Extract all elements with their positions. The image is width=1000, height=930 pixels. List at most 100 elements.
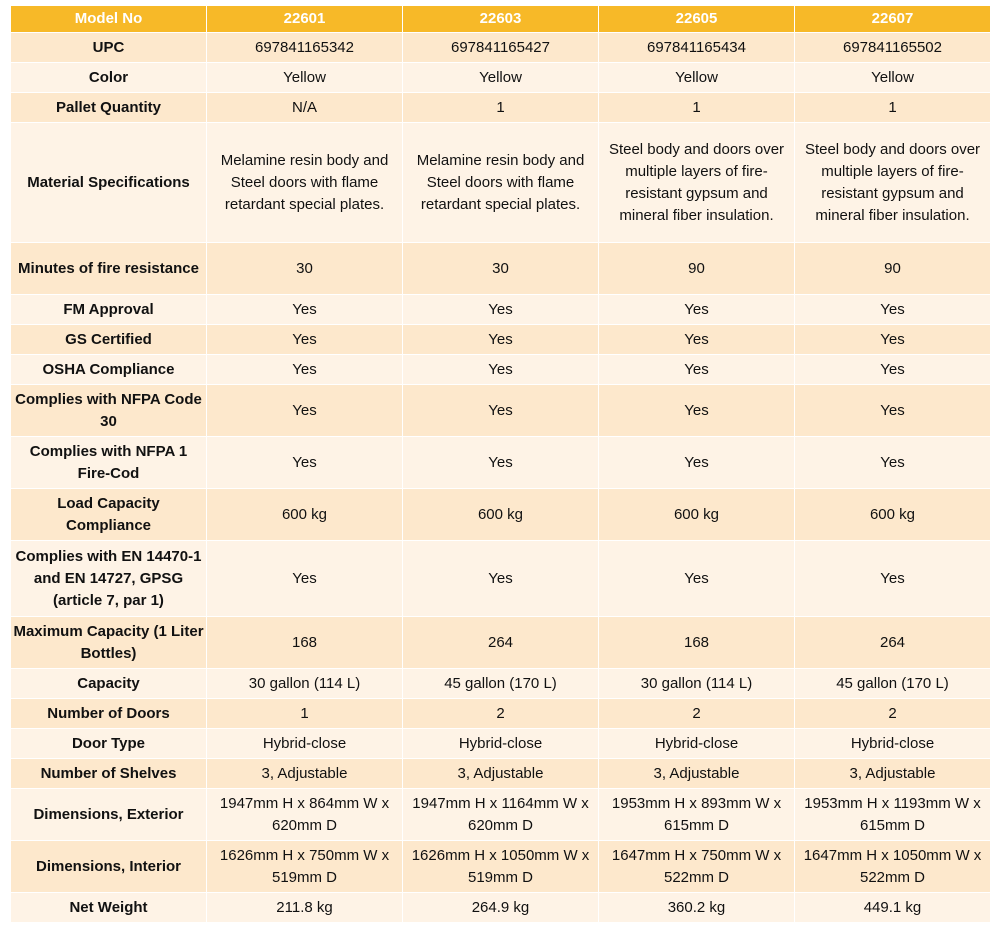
table-cell: 1647mm H x 1050mm W x 522mm D	[794, 840, 991, 893]
table-cell: 2	[598, 698, 795, 729]
header-model-22607: 22607	[794, 5, 991, 33]
table-cell: 3, Adjustable	[794, 758, 991, 789]
table-cell: Hybrid-close	[794, 728, 991, 759]
header-model-22601: 22601	[206, 5, 403, 33]
table-cell: 264.9 kg	[402, 892, 599, 923]
table-cell: 1947mm H x 864mm W x 620mm D	[206, 788, 403, 841]
row-label-number-of-doors: Number of Doors	[10, 698, 207, 729]
table-cell: Hybrid-close	[598, 728, 795, 759]
table-cell: 600 kg	[206, 488, 403, 541]
table-cell: Melamine resin body and Steel doors with…	[206, 122, 403, 243]
table-cell: Hybrid-close	[206, 728, 403, 759]
table-cell: 697841165427	[402, 32, 599, 63]
table-cell: Yes	[402, 540, 599, 617]
table-cell: 3, Adjustable	[206, 758, 403, 789]
table-cell: 600 kg	[794, 488, 991, 541]
table-cell: 1	[402, 92, 599, 123]
row-label-nfpa-code-30: Complies with NFPA Code 30	[10, 384, 207, 437]
table-cell: 449.1 kg	[794, 892, 991, 923]
table-cell: 3, Adjustable	[598, 758, 795, 789]
table-cell: 1626mm H x 750mm W x 519mm D	[206, 840, 403, 893]
header-model-22603: 22603	[402, 5, 599, 33]
table-cell: 168	[206, 616, 403, 669]
row-label-pallet-quantity: Pallet Quantity	[10, 92, 207, 123]
table-cell: Yes	[598, 436, 795, 489]
table-cell: Yes	[402, 294, 599, 325]
table-cell: Yes	[794, 294, 991, 325]
table-cell: 1947mm H x 1164mm W x 620mm D	[402, 788, 599, 841]
table-cell: 264	[402, 616, 599, 669]
table-cell: Yes	[794, 354, 991, 385]
table-cell: 697841165342	[206, 32, 403, 63]
table-cell: 211.8 kg	[206, 892, 403, 923]
row-label-load-capacity: Load Capacity Compliance	[10, 488, 207, 541]
header-model-22605: 22605	[598, 5, 795, 33]
table-cell: Yes	[794, 384, 991, 437]
row-label-en-14470: Complies with EN 14470-1 and EN 14727, G…	[10, 540, 207, 617]
table-header-row: Model No 22601 22603 22605 22607	[10, 5, 991, 33]
table-cell: Yes	[598, 384, 795, 437]
row-label-gs-certified: GS Certified	[10, 324, 207, 355]
row-label-color: Color	[10, 62, 207, 93]
table-cell: 90	[598, 242, 795, 295]
table-cell: Yes	[598, 354, 795, 385]
table-cell: Yes	[206, 294, 403, 325]
table-cell: Melamine resin body and Steel doors with…	[402, 122, 599, 243]
table-cell: Yes	[598, 540, 795, 617]
row-label-net-weight: Net Weight	[10, 892, 207, 923]
table-cell: Yellow	[794, 62, 991, 93]
table-cell: Yes	[206, 384, 403, 437]
table-cell: Yes	[402, 324, 599, 355]
table-cell: Hybrid-close	[402, 728, 599, 759]
table-cell: Yellow	[598, 62, 795, 93]
table-cell: 1	[206, 698, 403, 729]
table-cell: 2	[402, 698, 599, 729]
table-body: UPC 697841165342 697841165427 6978411654…	[10, 32, 991, 923]
row-label-capacity: Capacity	[10, 668, 207, 699]
table-cell: Yes	[794, 540, 991, 617]
table-cell: Yes	[206, 436, 403, 489]
table-cell: Steel body and doors over multiple layer…	[598, 122, 795, 243]
table-cell: 30 gallon (114 L)	[598, 668, 795, 699]
table-cell: Yes	[794, 436, 991, 489]
row-label-upc: UPC	[10, 32, 207, 63]
table-cell: Yes	[598, 294, 795, 325]
row-label-door-type: Door Type	[10, 728, 207, 759]
table-cell: 30	[206, 242, 403, 295]
table-cell: 1953mm H x 1193mm W x 615mm D	[794, 788, 991, 841]
table-cell: Yes	[598, 324, 795, 355]
table-cell: 360.2 kg	[598, 892, 795, 923]
row-label-dimensions-interior: Dimensions, Interior	[10, 840, 207, 893]
row-label-nfpa-1-fire-code: Complies with NFPA 1 Fire-Cod	[10, 436, 207, 489]
table-cell: 1647mm H x 750mm W x 522mm D	[598, 840, 795, 893]
table-cell: 30 gallon (114 L)	[206, 668, 403, 699]
table-cell: 45 gallon (170 L)	[794, 668, 991, 699]
table-cell: 1626mm H x 1050mm W x 519mm D	[402, 840, 599, 893]
row-label-fire-resistance: Minutes of fire resistance	[10, 242, 207, 295]
table-cell: 45 gallon (170 L)	[402, 668, 599, 699]
row-label-maximum-capacity: Maximum Capacity (1 Liter Bottles)	[10, 616, 207, 669]
table-cell: 90	[794, 242, 991, 295]
table-cell: 600 kg	[402, 488, 599, 541]
row-label-dimensions-exterior: Dimensions, Exterior	[10, 788, 207, 841]
table-cell: 30	[402, 242, 599, 295]
table-cell: Yes	[206, 540, 403, 617]
table-cell: Steel body and doors over multiple layer…	[794, 122, 991, 243]
row-label-material-specifications: Material Specifications	[10, 122, 207, 243]
table-cell: Yes	[402, 354, 599, 385]
table-cell: 3, Adjustable	[402, 758, 599, 789]
table-cell: 697841165434	[598, 32, 795, 63]
table-cell: 600 kg	[598, 488, 795, 541]
table-cell: Yes	[402, 384, 599, 437]
table-cell: Yellow	[206, 62, 403, 93]
table-cell: 2	[794, 698, 991, 729]
table-cell: Yes	[206, 354, 403, 385]
table-cell: Yellow	[402, 62, 599, 93]
table-cell: Yes	[402, 436, 599, 489]
table-cell: 1	[598, 92, 795, 123]
table-cell: Yes	[794, 324, 991, 355]
table-cell: 697841165502	[794, 32, 991, 63]
row-label-osha-compliance: OSHA Compliance	[10, 354, 207, 385]
row-label-number-of-shelves: Number of Shelves	[10, 758, 207, 789]
table-cell: 1	[794, 92, 991, 123]
